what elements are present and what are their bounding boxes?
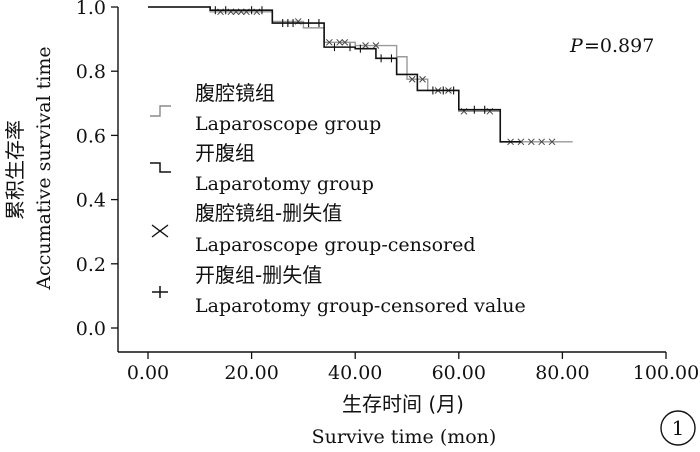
- legend-label-cn: 腹腔镜组-删失值: [195, 201, 342, 225]
- censor-mark-x: [538, 138, 546, 146]
- axes-layer: [117, 7, 666, 353]
- legend-label-en: Laparoscope group: [195, 113, 381, 135]
- y-tick-label: 0.2: [76, 254, 106, 276]
- censor-mark-x: [372, 42, 380, 49]
- censor-mark-x: [336, 38, 344, 46]
- ticks-layer: 0.0 0.2 0.4 0.6 0.8 1.0 0.00 20.00 40.00 60.00 80.…: [76, 0, 699, 384]
- censor-mark-x: [341, 38, 349, 46]
- y-tick-label: 1.0: [76, 0, 106, 19]
- x-tick-label: 0.00: [127, 362, 169, 384]
- censor-mark-x: [419, 75, 426, 83]
- censor-mark-x: [527, 138, 535, 146]
- legend-symbol-plus-mark: [152, 286, 168, 298]
- x-tick-label: 40.00: [328, 362, 382, 384]
- x-axis-label-en: Survive time (mon): [312, 426, 497, 448]
- y-tick-label: 0.8: [76, 61, 106, 83]
- censor-mark-x: [362, 42, 369, 49]
- series-layer: [148, 6, 573, 146]
- censor-mark-x: [408, 75, 416, 83]
- legend-label-cn: 腹腔镜组: [195, 81, 275, 105]
- survival-curve: [148, 6, 521, 143]
- panel-number-circle: [660, 410, 696, 446]
- y-axis-label-cn: 累积生存率: [3, 120, 27, 220]
- legend-symbol-x-mark: [151, 224, 169, 238]
- censor-mark-x: [548, 138, 556, 146]
- censor-mark-x: [325, 38, 333, 46]
- x-axis-label-cn: 生存时间 (月): [342, 392, 464, 416]
- legend-symbol-step-up: [150, 105, 171, 117]
- legend-label-en: Laparoscope group-censored: [195, 234, 476, 256]
- legend-label-cn: 开腹组: [195, 141, 255, 165]
- legend-label-cn: 开腹组-删失值: [195, 263, 322, 287]
- x-tick-label: 80.00: [535, 362, 589, 384]
- p-value-text: =0.897: [584, 35, 654, 57]
- x-tick-label: 100.00: [633, 362, 699, 384]
- x-tick-label: 60.00: [432, 362, 486, 384]
- x-tick-label: 20.00: [224, 362, 278, 384]
- legend-label-en: Laparotomy group: [195, 173, 374, 195]
- p-value-label: P: [569, 35, 584, 57]
- legend-symbol-step-down: [150, 162, 171, 173]
- legend-label-en: Laparotomy group-censored value: [195, 295, 526, 317]
- panel-number: 1: [672, 416, 685, 440]
- y-tick-label: 0.4: [76, 190, 106, 212]
- y-axis-label-en: Accumative survival time: [33, 46, 55, 290]
- y-tick-label: 0.0: [76, 318, 106, 340]
- y-tick-label: 0.6: [76, 125, 106, 147]
- legend: 腹腔镜组 Laparoscope group 开腹组 Laparotomy gr…: [150, 81, 526, 317]
